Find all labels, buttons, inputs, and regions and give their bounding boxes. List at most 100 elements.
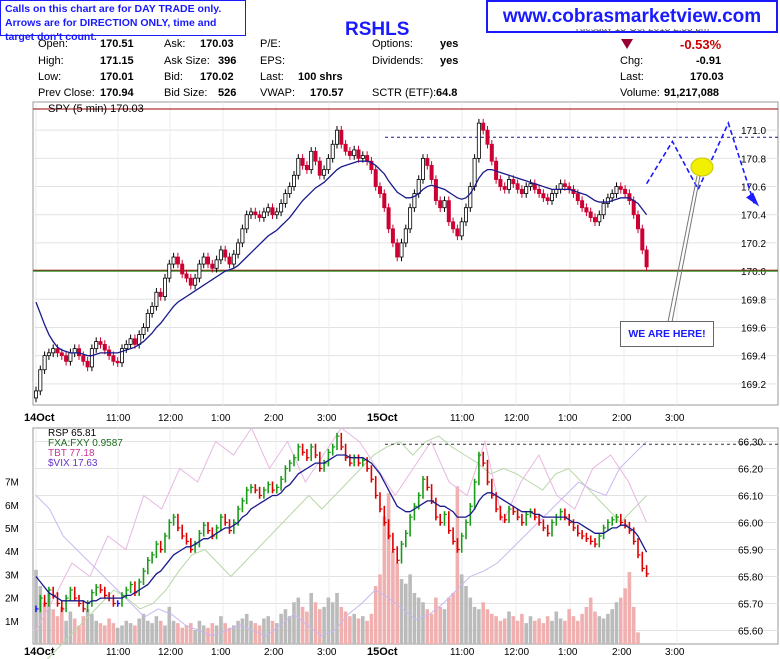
spy-candle-body — [330, 143, 335, 159]
volume-bar — [477, 609, 481, 644]
spy-x-tick-label: 2:00 — [612, 413, 632, 424]
spy-candle-body — [227, 256, 232, 265]
spy-candle-body — [365, 155, 370, 162]
volume-bar — [524, 623, 528, 644]
volume-bar — [287, 616, 292, 644]
volume-bar — [416, 597, 421, 644]
spy-candle-body — [403, 228, 408, 244]
volume-bar — [253, 623, 258, 644]
volume-tick-label: 6M — [5, 501, 19, 512]
quote-value-bid-size: 526 — [218, 87, 237, 99]
spy-candle-body — [640, 228, 645, 251]
website-banner[interactable]: www.cobrasmarketview.com — [486, 0, 778, 33]
rsp-x-tick-label: 14Oct — [24, 646, 55, 658]
spy-y-tick-label: 169.6 — [741, 323, 766, 334]
spy-y-tick-label: 169.4 — [741, 352, 766, 363]
volume-bar — [567, 609, 571, 644]
spy-candle-body — [360, 155, 365, 159]
volume-bar — [382, 516, 387, 644]
spy-candle-body — [304, 165, 309, 171]
spy-candle-body — [347, 150, 352, 156]
spy-candle-body — [502, 186, 507, 190]
volume-bar — [339, 606, 344, 644]
rsp-y-tick-label: 65.80 — [738, 573, 763, 584]
volume-bar — [464, 586, 468, 644]
quote-date: Tuesday 15-Oct-2013 2:55 pm — [574, 29, 709, 34]
spy-candle-body — [584, 207, 589, 213]
spy-candle-body — [42, 355, 47, 371]
volume-bar — [373, 586, 378, 644]
volume-bar — [537, 618, 541, 644]
rsp-x-tick-label: 3:00 — [665, 647, 685, 658]
spy-candle-body — [197, 263, 202, 279]
volume-bar — [610, 609, 614, 644]
volume-bar — [176, 623, 180, 644]
volume-bar — [584, 606, 589, 644]
rsp-x-tick-label: 15Oct — [367, 646, 398, 658]
quote-value-ask: 170.03 — [200, 38, 234, 50]
spy-candle-body — [55, 348, 60, 354]
volume-bar — [180, 627, 184, 644]
volume-bar — [133, 625, 137, 644]
spy-candle-body — [334, 129, 339, 145]
volume-bar — [515, 620, 520, 644]
spy-candle-body — [425, 157, 430, 166]
quote-value-dividends: yes — [440, 55, 459, 67]
volume-bar — [627, 572, 632, 644]
volume-bar — [279, 613, 283, 644]
spy-candle-body — [171, 256, 176, 265]
callout-pointer-line-2 — [671, 175, 701, 323]
spy-candle-body — [580, 200, 585, 209]
spy-candle-body — [519, 188, 524, 195]
volume-bar — [249, 620, 253, 644]
volume-bar — [158, 620, 163, 644]
spy-x-tick-label: 1:00 — [211, 413, 231, 424]
volume-bar — [146, 620, 150, 644]
spy-candle-body — [472, 157, 477, 187]
spy-y-tick-label: 171.0 — [741, 126, 766, 137]
volume-bar — [438, 606, 442, 644]
volume-bar — [124, 620, 129, 644]
quote-value-chg: -0.91 — [696, 55, 722, 67]
volume-bar — [421, 602, 425, 644]
spy-candle-body — [68, 352, 73, 362]
spy-candle-body — [150, 305, 155, 314]
spy-candle-body — [89, 348, 94, 368]
volume-bar — [296, 597, 301, 644]
volume-bar — [167, 606, 172, 644]
volume-tick-label: 5M — [5, 524, 19, 535]
spy-candle-body — [593, 217, 598, 223]
volume-bar — [520, 613, 524, 644]
volume-bar — [343, 611, 348, 644]
rsp-x-tick-label: 2:00 — [612, 647, 632, 658]
volume-bar — [292, 602, 296, 644]
spy-x-tick-label: 3:00 — [317, 413, 337, 424]
volume-bar — [257, 625, 262, 644]
volume-bar — [576, 620, 580, 644]
spy-candle-body — [102, 343, 107, 351]
volume-bar — [511, 616, 516, 644]
quote-label-high: High: — [38, 55, 64, 67]
spy-x-tick-label: 15Oct — [367, 412, 398, 424]
spy-candle-body — [154, 291, 159, 307]
spy-x-tick-label: 14Oct — [24, 412, 55, 424]
spy-x-tick-label: 12:00 — [158, 413, 183, 424]
quote-label-last: Last: — [620, 71, 644, 83]
volume-bar — [262, 618, 266, 644]
spy-candle-body — [124, 343, 129, 350]
volume-bar — [386, 493, 391, 644]
volume-bar — [395, 562, 399, 644]
spy-candle-body — [162, 277, 167, 297]
note-line-1: Calls on this chart are for DAY TRADE on… — [5, 3, 222, 15]
spy-candle-body — [343, 143, 348, 152]
fxa-legend-label: FXA:FXY 0.9587 — [48, 438, 123, 449]
volume-bar — [128, 623, 133, 644]
spy-moving-average-line — [35, 160, 648, 357]
spy-x-tick-label: 12:00 — [504, 413, 529, 424]
spy-candle-body — [575, 193, 580, 202]
volume-bar — [55, 616, 60, 644]
volume-bar — [150, 623, 154, 644]
rsp-x-tick-label: 1:00 — [211, 647, 231, 658]
volume-bar — [81, 616, 86, 644]
